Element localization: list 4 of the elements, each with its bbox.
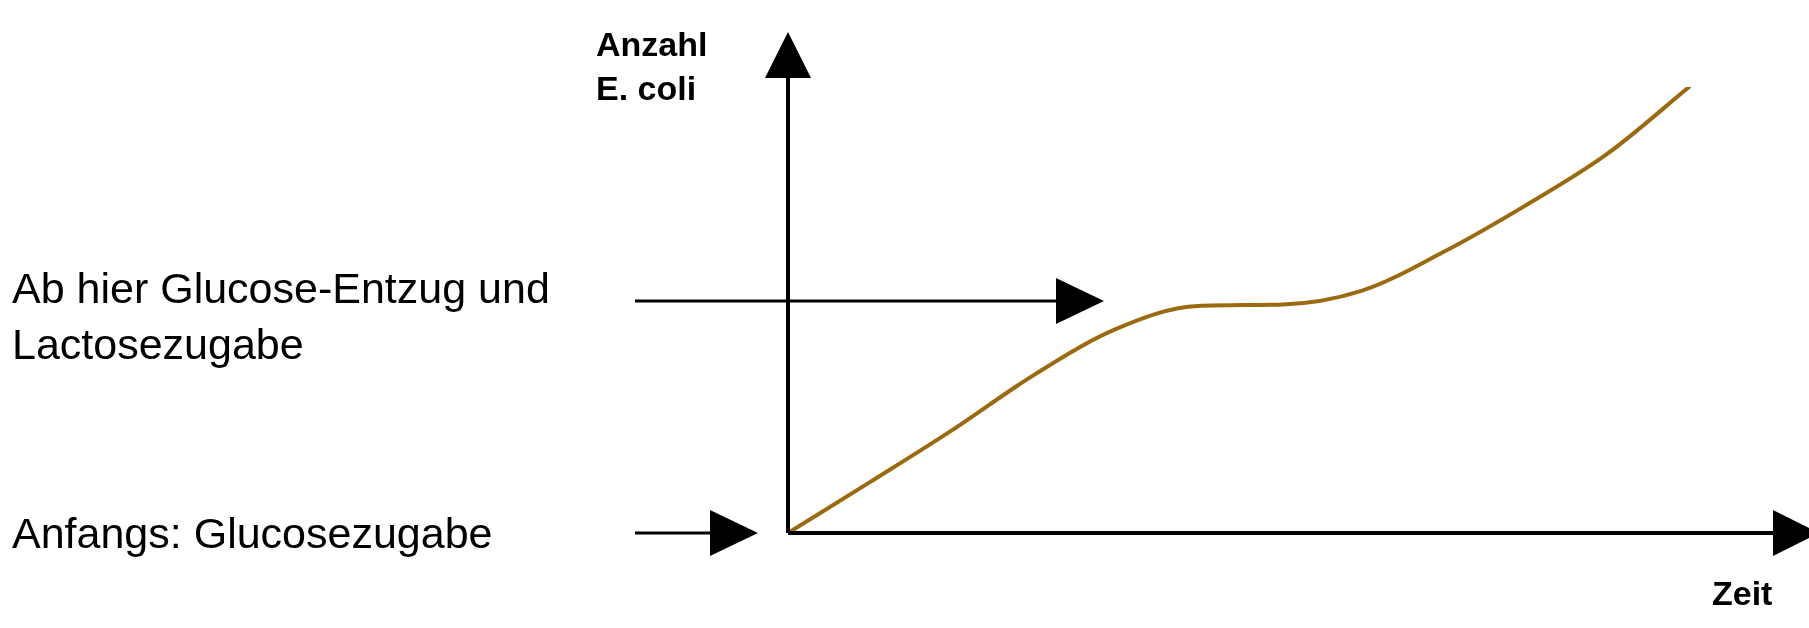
x-axis-title: Zeit bbox=[1712, 574, 1773, 613]
text: Anfangs: Glucosezugabe bbox=[12, 508, 494, 559]
y-axis-title: Anzahl E. coli bbox=[596, 24, 709, 109]
text: Ab hier Glucose-Entzug und Lactosezugabe bbox=[12, 263, 551, 370]
